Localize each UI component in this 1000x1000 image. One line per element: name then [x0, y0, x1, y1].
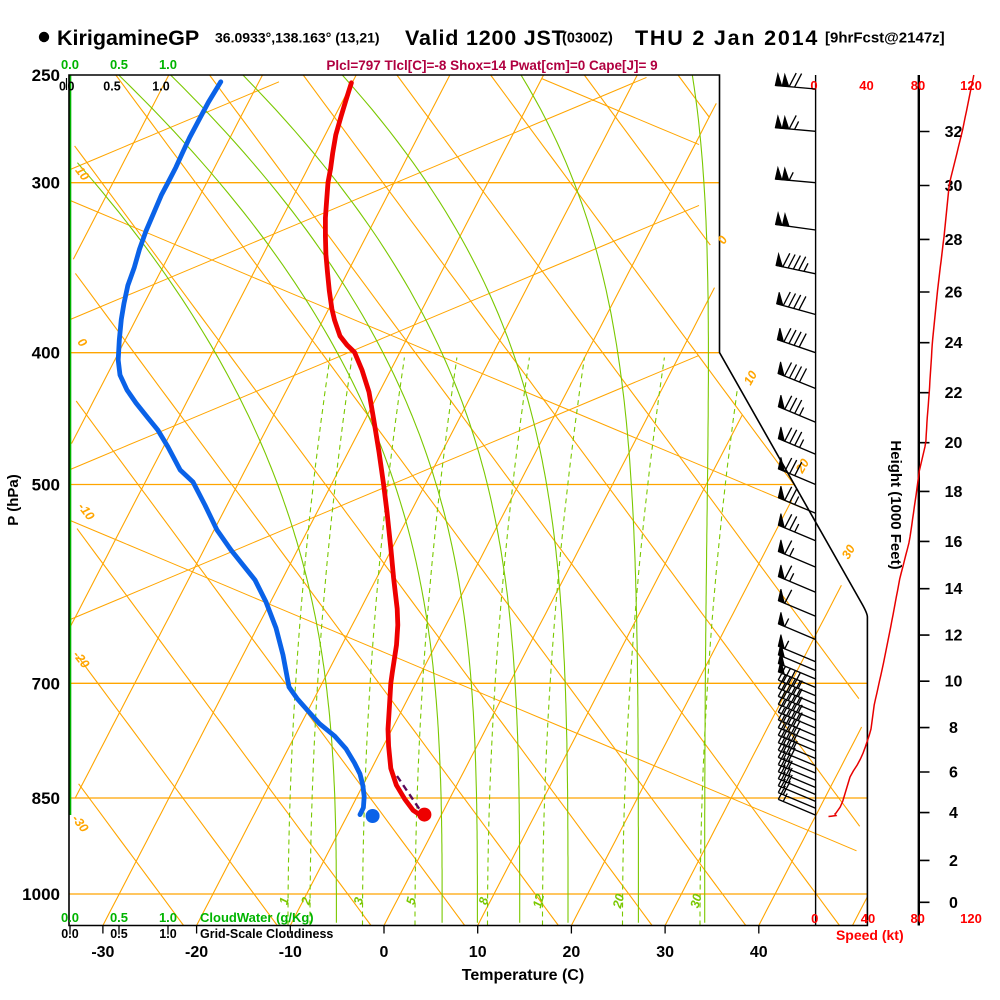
svg-text:THU 2 Jan 2014: THU 2 Jan 2014 [635, 26, 819, 50]
svg-text:30: 30 [688, 892, 705, 909]
svg-text:12: 12 [530, 892, 547, 909]
svg-text:0.0: 0.0 [61, 910, 79, 925]
svg-text:0.5: 0.5 [110, 910, 128, 925]
svg-text:18: 18 [945, 484, 963, 501]
svg-text:30: 30 [945, 178, 963, 195]
svg-text:20: 20 [563, 944, 581, 961]
svg-text:0.5: 0.5 [110, 927, 127, 941]
svg-text:850: 850 [32, 789, 60, 808]
svg-text:Temperature (C): Temperature (C) [462, 967, 584, 984]
svg-text:6: 6 [949, 765, 958, 782]
svg-text:1.0: 1.0 [159, 57, 177, 72]
svg-text:0: 0 [949, 895, 958, 912]
svg-text:5: 5 [403, 895, 419, 906]
svg-text:24: 24 [945, 335, 963, 352]
svg-text:Speed (kt): Speed (kt) [836, 927, 904, 943]
svg-text:0: 0 [810, 78, 817, 93]
svg-text:0.0: 0.0 [61, 57, 79, 72]
svg-text:-10: -10 [279, 944, 302, 961]
svg-text:700: 700 [32, 674, 60, 693]
svg-text:1: 1 [276, 896, 291, 906]
svg-text:120: 120 [960, 911, 982, 926]
svg-text:0.5: 0.5 [103, 80, 120, 94]
svg-text:2: 2 [298, 896, 314, 907]
svg-text:30: 30 [839, 542, 858, 561]
svg-text:0: 0 [811, 911, 818, 926]
svg-text:3: 3 [351, 896, 366, 906]
svg-text:KirigamineGP: KirigamineGP [57, 26, 199, 50]
svg-text:8: 8 [949, 720, 958, 737]
svg-text:Grid-Scale Cloudiness: Grid-Scale Cloudiness [200, 927, 333, 941]
svg-text:400: 400 [32, 344, 60, 363]
svg-text:40: 40 [859, 78, 873, 93]
svg-text:16: 16 [945, 534, 963, 551]
svg-text:1.0: 1.0 [159, 927, 176, 941]
svg-text:10: 10 [945, 674, 963, 691]
svg-text:-30: -30 [91, 944, 114, 961]
svg-text:0: 0 [68, 80, 75, 94]
svg-text:2: 2 [949, 853, 958, 870]
svg-text:30: 30 [656, 944, 674, 961]
svg-text:-20: -20 [185, 944, 208, 961]
svg-text:40: 40 [861, 911, 875, 926]
svg-text:20: 20 [610, 892, 627, 910]
svg-text:36.0933°,138.163° (13,21): 36.0933°,138.163° (13,21) [215, 30, 380, 46]
svg-text:4: 4 [949, 805, 958, 822]
svg-text:1.0: 1.0 [152, 80, 169, 94]
svg-text:0: 0 [380, 944, 389, 961]
svg-text:1000: 1000 [22, 885, 60, 904]
svg-text:0: 0 [59, 80, 66, 94]
svg-text:10: 10 [72, 164, 92, 184]
svg-text:[9hrFcst@2147z]: [9hrFcst@2147z] [825, 30, 945, 47]
svg-text:12: 12 [945, 628, 963, 645]
svg-text:250: 250 [32, 66, 60, 85]
svg-text:0.0: 0.0 [61, 927, 78, 941]
svg-text:8: 8 [476, 896, 491, 906]
svg-text:32: 32 [945, 124, 963, 141]
svg-text:(0300Z): (0300Z) [562, 31, 613, 47]
svg-text:300: 300 [32, 174, 60, 193]
svg-text:28: 28 [945, 232, 963, 249]
svg-text:20: 20 [945, 435, 963, 452]
svg-text:1.0: 1.0 [159, 910, 177, 925]
svg-text:Plcl=797 Tlcl[C]=-8 Shox=14 Pw: Plcl=797 Tlcl[C]=-8 Shox=14 Pwat[cm]=0 C… [326, 58, 657, 73]
svg-text:Valid 1200 JST: Valid 1200 JST [405, 26, 566, 50]
svg-text:500: 500 [32, 475, 60, 494]
svg-text:80: 80 [910, 911, 924, 926]
svg-text:0.5: 0.5 [110, 57, 128, 72]
svg-text:26: 26 [945, 285, 963, 302]
svg-text:Height (1000 Feet): Height (1000 Feet) [887, 440, 904, 569]
svg-text:10: 10 [469, 944, 487, 961]
svg-text:P (hPa): P (hPa) [5, 474, 22, 525]
svg-text:14: 14 [945, 581, 963, 598]
svg-text:10: 10 [741, 368, 760, 387]
svg-text:22: 22 [945, 385, 963, 402]
svg-text:CloudWater (g/Kg): CloudWater (g/Kg) [200, 910, 314, 925]
svg-text:80: 80 [911, 78, 925, 93]
svg-text:40: 40 [750, 944, 768, 961]
